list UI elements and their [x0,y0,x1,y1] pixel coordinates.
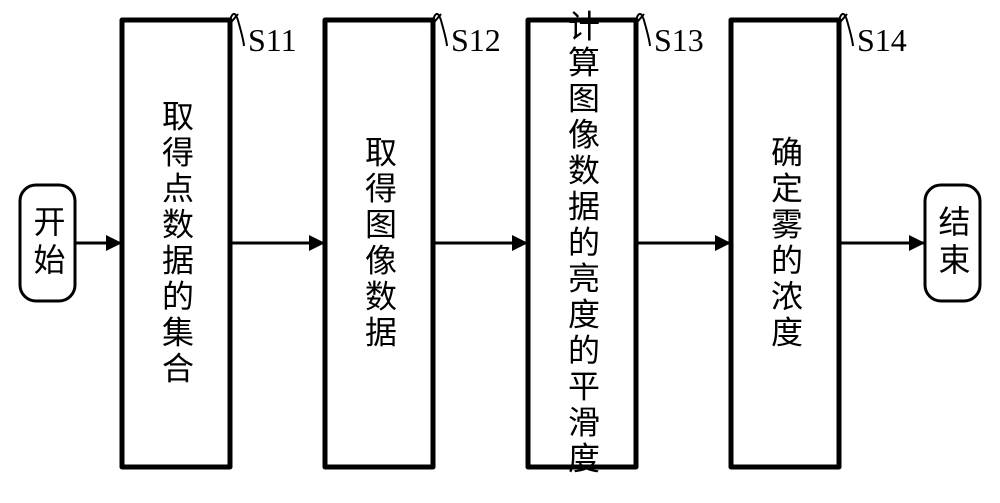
start-terminal: 开始 [20,185,75,301]
step-S14: 确定雾的浓度 S14 [731,14,907,467]
step-id-label: S13 [654,22,704,58]
step-text: 取得图像数据 [361,136,397,352]
step-S11: 取得点数据的集合 S11 [122,14,297,467]
step-S12: 取得图像数据 S12 [325,14,501,467]
step-text: 取得点数据的集合 [158,100,194,388]
step-id-label: S11 [248,22,297,58]
flowchart-diagram: 开始 结束 取得点数据的集合 S11 取得图像数据 S12 计算图像数据的亮度的平滑度 S13… [0,0,1000,503]
start-label: 开始 [30,205,66,281]
step-text: 确定雾的浓度 [767,136,803,352]
end-terminal: 结束 [925,185,980,301]
step-text: 计算图像数据的亮度的平滑度 [564,10,600,478]
step-id-label: S12 [451,22,501,58]
end-label: 结束 [935,205,971,281]
step-id-label: S14 [857,22,907,58]
